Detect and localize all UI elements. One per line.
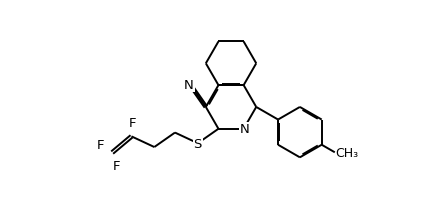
- Text: F: F: [97, 138, 105, 151]
- Text: S: S: [194, 137, 202, 150]
- Text: F: F: [129, 117, 136, 129]
- Text: N: N: [240, 123, 250, 136]
- Text: CH₃: CH₃: [335, 146, 358, 159]
- Text: F: F: [113, 159, 121, 172]
- Text: N: N: [184, 79, 194, 92]
